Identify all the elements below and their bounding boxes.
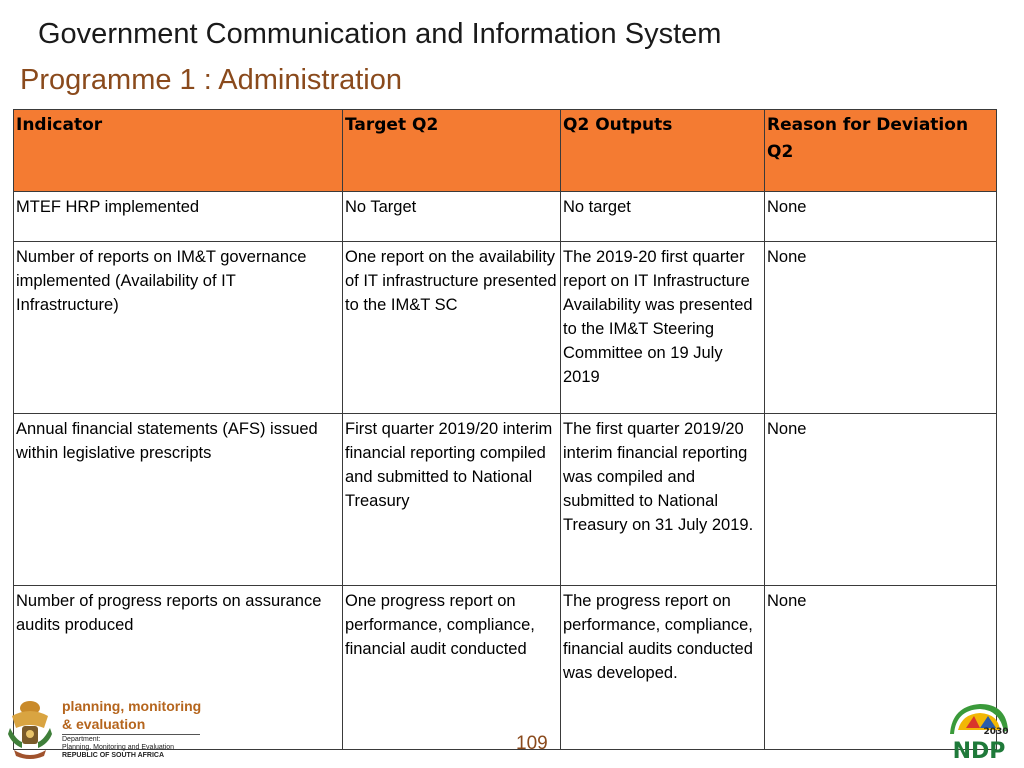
logo-divider	[62, 734, 200, 735]
target-cell: One report on the availability of IT inf…	[342, 241, 561, 414]
deviation-cell: None	[764, 191, 997, 242]
dept-label: Department:	[62, 736, 101, 743]
outputs-cell: The progress report on performance, comp…	[560, 585, 765, 750]
header-outputs: Q2 Outputs	[560, 109, 765, 192]
ndp-year: 2030	[983, 727, 1008, 737]
country-name: REPUBLIC OF SOUTH AFRICA	[62, 752, 165, 759]
outputs-cell: The 2019-20 first quarter report on IT I…	[560, 241, 765, 414]
table-row: Number of progress reports on assurance …	[13, 585, 997, 750]
ndp-2030-logo: NDP 2030	[950, 704, 1009, 762]
pme-logo: planning, monitoring & evaluation Depart…	[4, 696, 204, 766]
indicator-table: Indicator Target Q2 Q2 Outputs Reason fo…	[13, 109, 997, 750]
indicator-cell: MTEF HRP implemented	[13, 191, 343, 242]
table-header-row: Indicator Target Q2 Q2 Outputs Reason fo…	[13, 109, 997, 192]
dept-name: Planning, Monitoring and Evaluation	[62, 744, 175, 751]
header-deviation: Reason for Deviation Q2	[764, 109, 997, 192]
header-indicator: Indicator	[13, 109, 343, 192]
indicator-cell: Number of progress reports on assurance …	[13, 585, 343, 750]
deviation-cell: None	[764, 413, 997, 586]
ndp-text: NDP	[953, 739, 1006, 762]
page-number: 109	[516, 733, 548, 754]
indicator-cell: Number of reports on IM&T governance imp…	[13, 241, 343, 414]
indicator-cell: Annual financial statements (AFS) issued…	[13, 413, 343, 586]
table-row: MTEF HRP implemented No Target No target…	[13, 191, 997, 242]
target-cell: First quarter 2019/20 interim financial …	[342, 413, 561, 586]
outputs-cell: No target	[560, 191, 765, 242]
pme-logo-line1: planning, monitoring	[62, 698, 202, 714]
table-row: Number of reports on IM&T governance imp…	[13, 241, 997, 414]
programme-title: Programme 1 : Administration	[20, 64, 402, 96]
target-cell: No Target	[342, 191, 561, 242]
coat-of-arms-icon	[8, 701, 52, 759]
pme-logo-line2: & evaluation	[62, 716, 146, 732]
header-target: Target Q2	[342, 109, 561, 192]
target-cell: One progress report on performance, comp…	[342, 585, 561, 750]
deviation-cell: None	[764, 585, 997, 750]
table-row: Annual financial statements (AFS) issued…	[13, 413, 997, 586]
deviation-cell: None	[764, 241, 997, 414]
organization-title: Government Communication and Information…	[38, 18, 722, 50]
outputs-cell: The first quarter 2019/20 interim financ…	[560, 413, 765, 586]
